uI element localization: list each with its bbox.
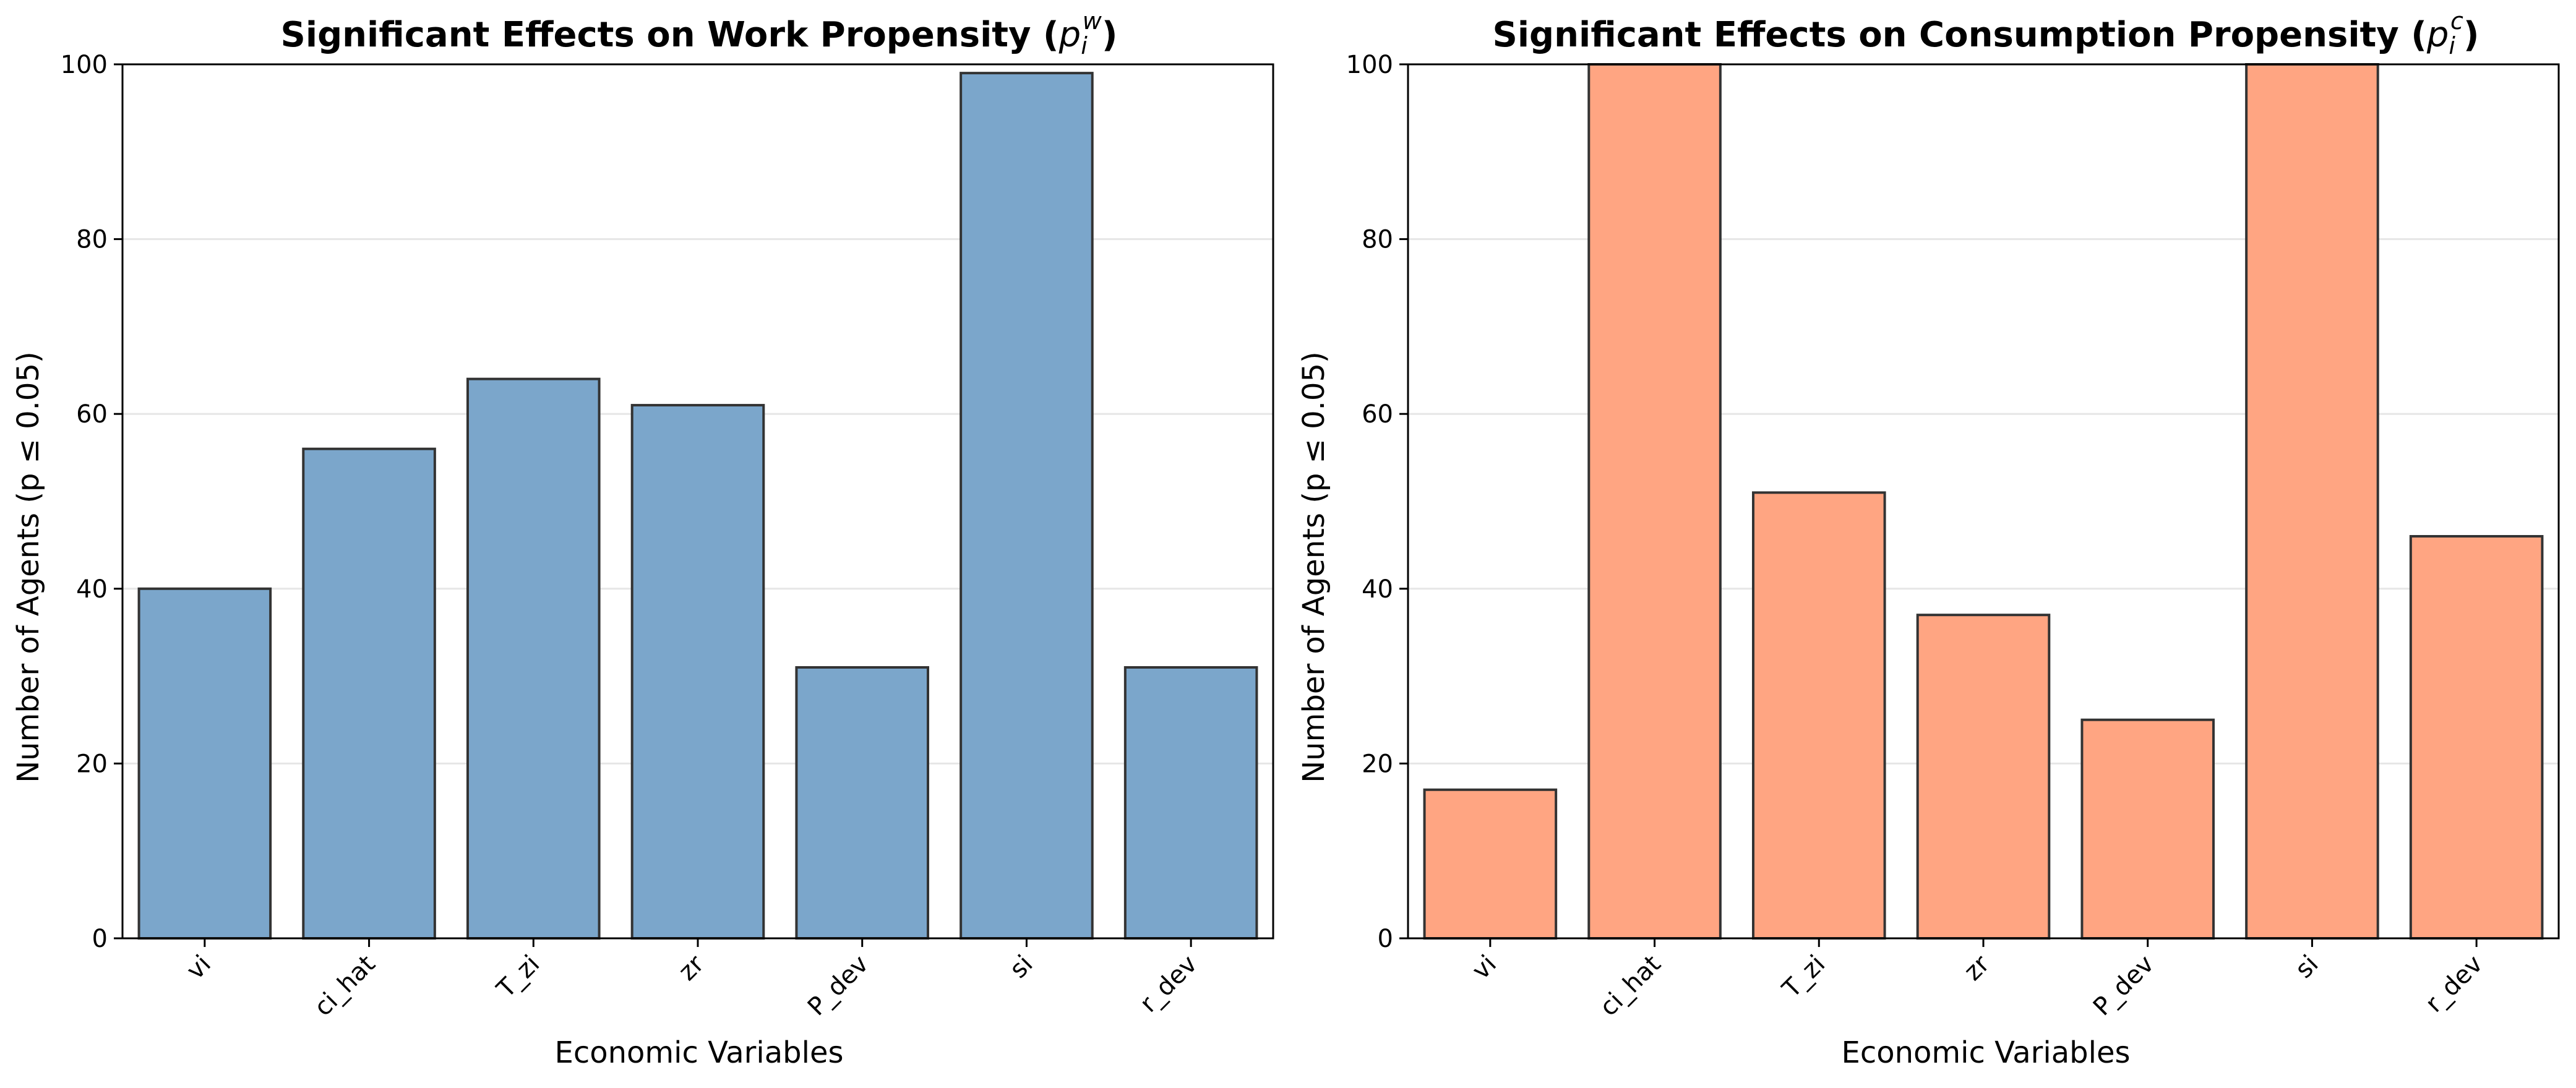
bar-vi [137,587,272,940]
bar-T-zi [466,377,601,940]
bar-T-zi [1752,491,1886,940]
x-tick-label: ci_hat [309,950,380,1022]
x-tick-label: vi [1467,950,1502,985]
y-ticks: 0 20 40 60 80 100 [61,51,122,953]
y-tick-label: 0 [92,925,108,953]
x-tick-label: vi [181,950,217,985]
bar-zr [630,404,765,940]
bars [137,72,1258,940]
x-tick-label: si [1004,950,1038,984]
x-tick-label: zr [1959,949,1995,986]
plot-frame [1407,63,2560,940]
x-tick-label: P_dev [802,950,874,1022]
consumption-propensity-chart: Significant Effects on Consumption Prope… [1297,7,2560,1070]
x-ticks: vi ci_hat T_zi zr P_dev si r_dev [1467,938,2488,1022]
bar-r-dev [1123,666,1258,940]
y-ticks: 0 20 40 60 80 100 [1346,51,1408,953]
bar-zr [1916,614,2051,940]
y-tick-label: 20 [1362,750,1393,778]
x-tick-label: zr [673,949,710,986]
plot-frame [121,63,1274,940]
bar-P-dev [2080,718,2215,940]
y-tick-label: 40 [76,575,108,604]
bars [1423,63,2544,940]
y-tick-label: 100 [61,51,108,79]
y-tick-label: 60 [1362,400,1393,429]
y-tick-label: 100 [1346,51,1393,79]
y-tick-label: 80 [76,226,108,254]
y-tick-label: 80 [1362,226,1393,254]
x-tick-label: T_zi [491,950,545,1004]
chart-title: Significant Effects on Consumption Prope… [1493,7,2479,59]
y-tick-label: 40 [1362,575,1393,604]
chart-title: Significant Effects on Work Propensity (… [281,7,1118,59]
bar-si [2245,63,2379,940]
bar-ci-hat [1587,63,1722,940]
y-tick-label: 20 [76,750,108,778]
x-tick-label: ci_hat [1594,950,1666,1022]
y-axis-label: Number of Agents (p ≤ 0.05) [11,351,46,782]
x-tick-label: P_dev [2088,950,2160,1022]
x-ticks: vi ci_hat T_zi zr P_dev si r_dev [181,938,1203,1022]
x-axis-label: Economic Variables [555,1035,844,1070]
y-tick-label: 0 [1378,925,1393,953]
bar-vi [1423,788,1558,940]
bar-r-dev [2409,535,2544,940]
y-axis-label: Number of Agents (p ≤ 0.05) [1297,351,1331,782]
x-tick-label: r_dev [2420,950,2488,1018]
bar-si [960,72,1094,940]
x-tick-label: T_zi [1777,950,1831,1004]
bar-P-dev [795,666,930,940]
x-tick-label: r_dev [1135,950,1203,1018]
x-tick-label: si [2290,950,2324,984]
bar-ci-hat [302,447,436,940]
x-axis-label: Economic Variables [1842,1035,2131,1070]
work-propensity-chart: Significant Effects on Work Propensity (… [11,7,1274,1070]
y-tick-label: 60 [76,400,108,429]
